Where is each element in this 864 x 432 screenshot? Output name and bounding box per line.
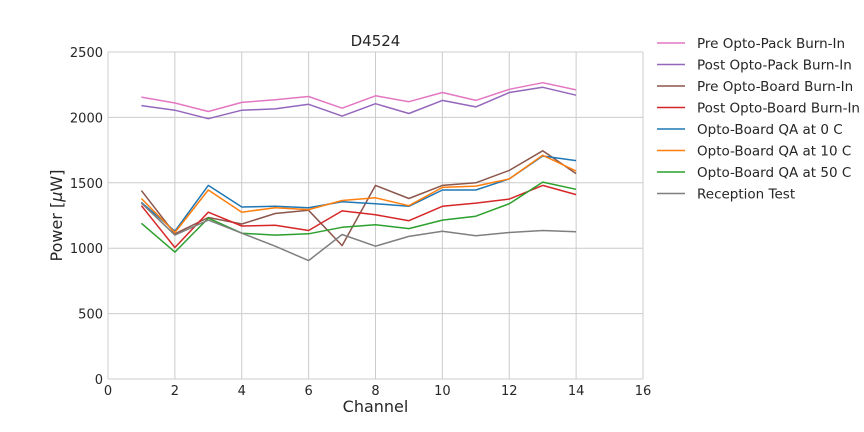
y-axis-label: Power [μW] (47, 170, 66, 262)
series-line-3 (140, 150, 577, 247)
legend-label-1: Pre Opto-Pack Burn-In (697, 36, 845, 52)
legend-label-4: Post Opto-Board Burn-In (697, 101, 860, 117)
x-tick-label: 2 (171, 384, 179, 399)
x-tick-label: 14 (568, 384, 585, 399)
legend-label-8: Reception Test (697, 187, 795, 203)
series-line-2 (141, 86, 577, 120)
y-tick-label: 1500 (70, 177, 103, 192)
legend-label-6: Opto-Board QA at 10 C (697, 144, 851, 160)
y-tick-label: 2000 (70, 111, 103, 126)
y-tick-label: 1000 (70, 242, 103, 257)
legend-label-7: Opto-Board QA at 50 C (697, 165, 851, 181)
legend: Pre Opto-Pack Burn-In Post Opto-Pack Burn… (657, 36, 860, 203)
y-tick-labels: 0 500 1000 1500 2000 2500 (70, 46, 103, 388)
x-tick-label: 6 (304, 384, 312, 399)
grid (107, 51, 644, 380)
x-tick-label: 16 (635, 384, 652, 399)
series-line-8 (140, 202, 577, 262)
x-tick-label: 12 (501, 384, 518, 399)
series-line-7 (140, 181, 577, 253)
x-tick-label: 0 (104, 384, 112, 399)
x-tick-label: 8 (371, 384, 379, 399)
x-axis-label: Channel (343, 397, 409, 416)
legend-label-5: Opto-Board QA at 0 C (697, 122, 843, 138)
chart-title: D4524 (351, 32, 401, 50)
y-tick-label: 500 (78, 308, 103, 323)
x-tick-labels: 0 2 4 6 8 10 12 14 16 (104, 384, 651, 399)
series-line-4 (140, 184, 577, 249)
legend-label-3: Pre Opto-Board Burn-In (697, 79, 853, 95)
y-axis-label-mu: μ (47, 192, 66, 203)
y-axis-label-prefix: Power [ (47, 202, 66, 262)
series-line-1 (141, 81, 577, 113)
y-tick-label: 2500 (70, 46, 103, 61)
legend-label-2: Post Opto-Pack Burn-In (697, 58, 852, 74)
series-line-6 (140, 154, 577, 234)
y-tick-label: 0 (95, 373, 103, 388)
x-tick-label: 4 (238, 384, 246, 399)
series-lines (140, 81, 577, 262)
x-tick-label: 10 (434, 384, 451, 399)
y-axis-label-suffix: W] (47, 170, 66, 192)
